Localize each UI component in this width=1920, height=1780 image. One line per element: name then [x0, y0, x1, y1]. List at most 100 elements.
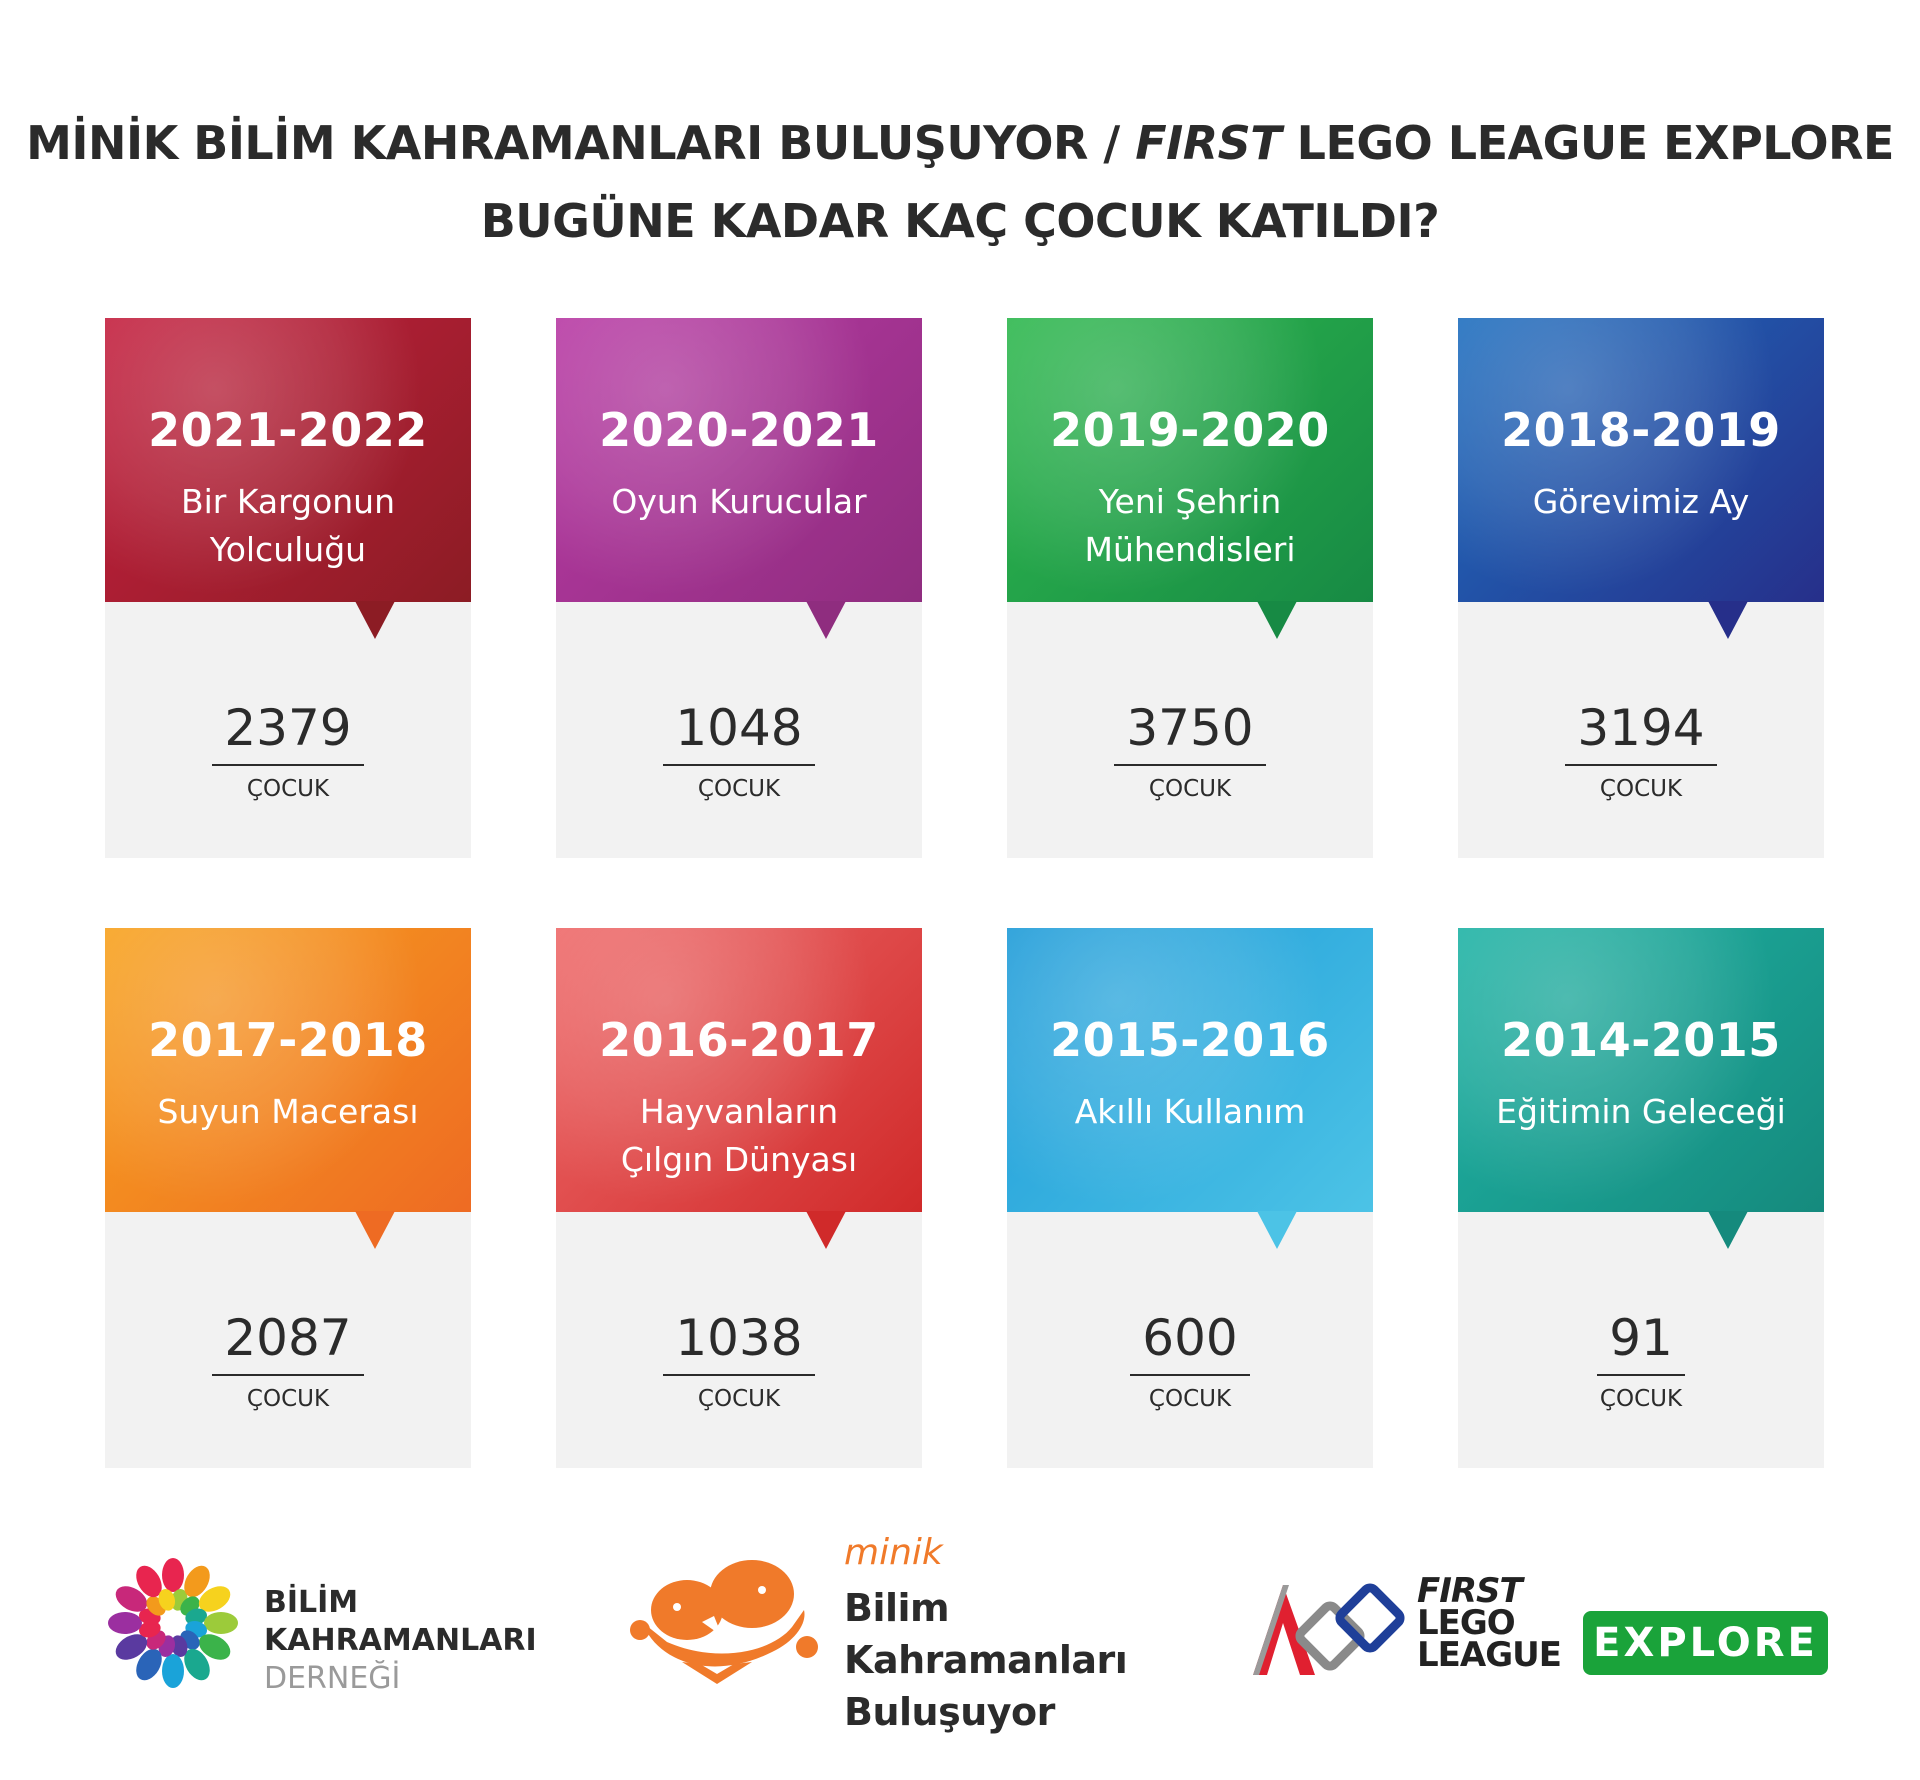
bilim-kahramanlari-logo: BİLİM KAHRAMANLARI DERNEĞİ	[98, 1548, 538, 1708]
season-count: 3750 ÇOCUK	[1007, 698, 1373, 804]
season-card: 2021-2022 Bir Kargonun Yolculuğu 2379 ÇOCUK	[105, 318, 471, 858]
season-count-number: 1038	[663, 1308, 815, 1376]
season-card-background	[1458, 928, 1824, 1212]
bilim-logo-line3: DERNEĞİ	[264, 1661, 401, 1696]
flower-petal	[184, 1565, 210, 1598]
flower-petal	[198, 1634, 231, 1660]
season-theme-line: Görevimiz Ay	[1532, 482, 1750, 521]
title-part-a: MİNİK BİLİM KAHRAMANLARI BULUŞUYOR /	[26, 116, 1136, 170]
season-count-number: 2087	[212, 1308, 364, 1376]
season-card: 2016-2017 Hayvanların Çılgın Dünyası 1038 ÇO…	[556, 928, 922, 1468]
fll-lego: LEGO	[1417, 1603, 1516, 1643]
season-theme: Hayvanların Çılgın Dünyası	[566, 1088, 912, 1184]
season-count: 91 ÇOCUK	[1458, 1308, 1824, 1414]
flower-petal	[115, 1586, 148, 1612]
minik-bkb-logo: minik Bilim Kahramanları Buluşuyor	[622, 1530, 1182, 1734]
fll-first: FIRST	[1417, 1571, 1523, 1611]
season-card-glow	[1007, 928, 1373, 1212]
title-part-b: LEGO LEAGUE EXPLORE	[1281, 116, 1895, 170]
season-theme: Eğitimin Geleceği	[1468, 1088, 1814, 1136]
season-count-unit: ÇOCUK	[1599, 1386, 1683, 1412]
flower-petal-inner	[158, 1588, 176, 1611]
season-year: 2021-2022	[148, 403, 428, 457]
season-card-glow	[105, 318, 471, 602]
season-year: 2016-2017	[599, 1013, 879, 1067]
season-theme: Akıllı Kullanım	[1017, 1088, 1363, 1136]
season-card-pointer	[806, 601, 846, 639]
season-theme: Oyun Kurucular	[566, 478, 912, 526]
season-count: 1048 ÇOCUK	[556, 698, 922, 804]
season-theme-line: Yolculuğu	[209, 530, 367, 569]
season-card-header: 2020-2021 Oyun Kurucular	[556, 318, 922, 639]
season-card-pointer	[1257, 1211, 1297, 1249]
title-line-1: MİNİK BİLİM KAHRAMANLARI BULUŞUYOR / FIR…	[0, 104, 1920, 182]
season-count-number: 1048	[663, 698, 815, 766]
minik-logo-line1: Bilim Kahramanları	[844, 1586, 1128, 1682]
flower-petal-inner	[185, 1608, 208, 1626]
season-card-pointer	[806, 1211, 846, 1249]
flower-icon	[108, 1558, 238, 1688]
season-card-pointer	[355, 1211, 395, 1249]
season-count: 600 ÇOCUK	[1007, 1308, 1373, 1414]
season-card-background	[556, 318, 922, 602]
season-card-background	[105, 928, 471, 1212]
season-card: 2015-2016 Akıllı Kullanım 600 ÇOCUK	[1007, 928, 1373, 1468]
season-count-number: 3194	[1565, 698, 1717, 766]
flower-petal	[162, 1558, 184, 1592]
flower-petal-inner	[138, 1620, 161, 1638]
bilim-logo-line1: BİLİM	[264, 1585, 359, 1620]
season-theme-line: Akıllı Kullanım	[1074, 1092, 1306, 1131]
fll-mark-icon	[1253, 1583, 1405, 1675]
season-card: 2019-2020 Yeni Şehrin Mühendisleri 3750 ÇOCU…	[1007, 318, 1373, 858]
season-card-glow	[1458, 928, 1824, 1212]
season-card-header: 2019-2020 Yeni Şehrin Mühendisleri	[1007, 318, 1373, 639]
minik-logo-line2: Buluşuyor	[844, 1690, 1055, 1734]
bilim-logo-line2: KAHRAMANLARI	[264, 1623, 537, 1658]
season-count-unit: ÇOCUK	[1148, 1386, 1232, 1412]
season-theme-line: Hayvanların	[639, 1092, 839, 1131]
season-count-number: 91	[1597, 1308, 1685, 1376]
season-year: 2019-2020	[1050, 403, 1330, 457]
season-card-glow	[556, 928, 922, 1212]
season-card: 2017-2018 Suyun Macerası 2087 ÇOCUK	[105, 928, 471, 1468]
season-count-unit: ÇOCUK	[246, 1386, 330, 1412]
season-card-pointer	[1257, 601, 1297, 639]
season-card-glow	[556, 318, 922, 602]
title-first-word: FIRST	[1135, 116, 1282, 170]
flower-petal-inner	[170, 1635, 188, 1658]
children-icon	[630, 1560, 818, 1684]
season-year: 2017-2018	[148, 1013, 428, 1067]
season-card-background	[105, 318, 471, 602]
season-theme: Suyun Macerası	[115, 1088, 461, 1136]
flower-petal	[162, 1654, 184, 1688]
season-card: 2020-2021 Oyun Kurucular 1048 ÇOCUK	[556, 318, 922, 858]
season-card-pointer	[1708, 1211, 1748, 1249]
season-card-glow	[105, 928, 471, 1212]
flower-petal	[136, 1648, 162, 1681]
season-card-background	[1458, 318, 1824, 602]
season-theme-line: Oyun Kurucular	[611, 482, 867, 521]
season-card-header: 2015-2016 Akıllı Kullanım	[1007, 928, 1373, 1249]
fll-league: LEAGUE	[1417, 1635, 1562, 1675]
season-count-number: 2379	[212, 698, 364, 766]
season-year: 2018-2019	[1501, 403, 1781, 457]
fll-logo-text: FIRST LEGO LEAGUE	[1417, 1571, 1562, 1675]
season-card: 2018-2019 Görevimiz Ay 3194 ÇOCUK	[1458, 318, 1824, 858]
flower-petal	[204, 1612, 238, 1634]
season-card-background	[1007, 318, 1373, 602]
season-theme-line: Çılgın Dünyası	[620, 1140, 858, 1179]
flower-petal	[198, 1586, 231, 1612]
season-theme-line: Bir Kargonun	[180, 482, 396, 521]
season-year: 2020-2021	[599, 403, 879, 457]
page-title: MİNİK BİLİM KAHRAMANLARI BULUŞUYOR / FIR…	[0, 104, 1920, 260]
season-count-number: 3750	[1114, 698, 1266, 766]
season-theme: Yeni Şehrin Mühendisleri	[1017, 478, 1363, 574]
flower-petal	[115, 1634, 148, 1660]
season-theme-line: Eğitimin Geleceği	[1496, 1092, 1786, 1131]
explore-badge: EXPLORE	[1583, 1611, 1828, 1675]
season-count-number: 600	[1130, 1308, 1250, 1376]
season-card-header: 2018-2019 Görevimiz Ay	[1458, 318, 1824, 639]
minik-word: minik	[844, 1532, 943, 1573]
season-card-background	[556, 928, 922, 1212]
season-card-header: 2017-2018 Suyun Macerası	[105, 928, 471, 1249]
